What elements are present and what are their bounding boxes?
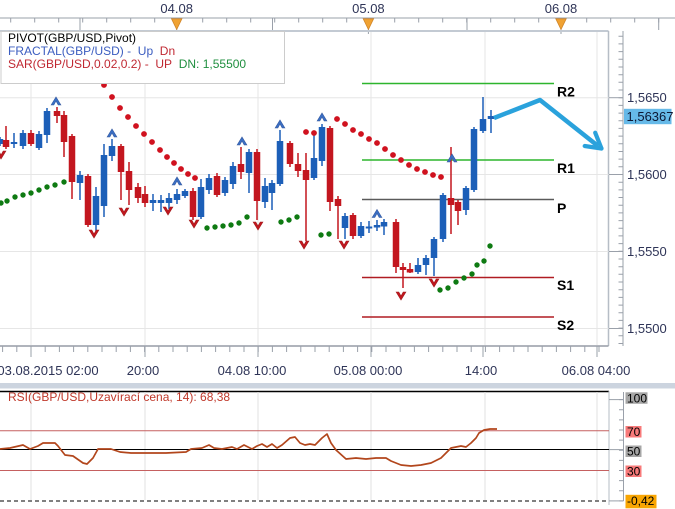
svg-text:1,56367: 1,56367 bbox=[627, 109, 674, 124]
svg-text:RSI(GBP/USD,Uzavírací cena, 14: RSI(GBP/USD,Uzavírací cena, 14): 68,38 bbox=[8, 390, 230, 404]
svg-text:R2: R2 bbox=[557, 84, 575, 100]
svg-text:R1: R1 bbox=[557, 160, 575, 176]
svg-text:05.08 00:00: 05.08 00:00 bbox=[334, 363, 403, 378]
svg-text:SAR(GBP/USD,0.02,0.2) - UP D: SAR(GBP/USD,0.02,0.2) - UP DN: 1,55500 bbox=[8, 57, 246, 71]
svg-text:05.08: 05.08 bbox=[352, 1, 385, 16]
svg-text:PIVOT(GBP/USD,Pivot): PIVOT(GBP/USD,Pivot) bbox=[8, 31, 136, 45]
svg-text:14:00: 14:00 bbox=[465, 363, 498, 378]
svg-text:S2: S2 bbox=[557, 317, 574, 333]
svg-text:FRACTAL(GBP/USD) - Up Dn: FRACTAL(GBP/USD) - Up Dn bbox=[8, 44, 175, 58]
svg-text:1,5550: 1,5550 bbox=[627, 244, 667, 259]
svg-text:S1: S1 bbox=[557, 277, 574, 293]
svg-text:1,5500: 1,5500 bbox=[627, 321, 667, 336]
svg-text:70: 70 bbox=[627, 425, 641, 439]
svg-text:30: 30 bbox=[627, 465, 641, 479]
svg-text:100: 100 bbox=[627, 391, 647, 405]
svg-text:06.08 04:00: 06.08 04:00 bbox=[562, 363, 631, 378]
svg-text:04.08: 04.08 bbox=[160, 1, 193, 16]
svg-text:-0,42: -0,42 bbox=[627, 494, 655, 508]
svg-text:1,5600: 1,5600 bbox=[627, 167, 667, 182]
svg-text:50: 50 bbox=[627, 445, 641, 459]
svg-text:P: P bbox=[557, 200, 566, 216]
svg-text:03.08.2015 02:00: 03.08.2015 02:00 bbox=[0, 363, 99, 378]
svg-text:1,5650: 1,5650 bbox=[627, 90, 667, 105]
svg-text:04.08 10:00: 04.08 10:00 bbox=[218, 363, 287, 378]
svg-text:06.08: 06.08 bbox=[545, 1, 578, 16]
svg-text:20:00: 20:00 bbox=[127, 363, 160, 378]
